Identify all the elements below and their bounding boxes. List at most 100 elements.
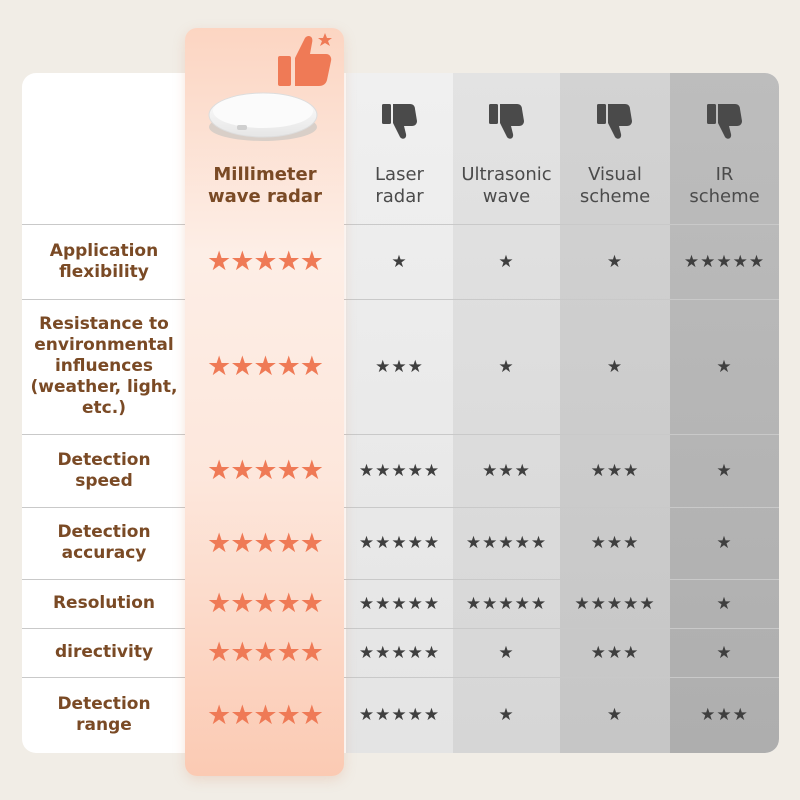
star-rating-5: ★★★★★ [358, 460, 441, 481]
row-divider [22, 434, 779, 435]
star-rating-1: ★ [498, 705, 515, 725]
row-label: Application flexibility [22, 224, 186, 299]
star-rating-3: ★★★ [700, 705, 749, 725]
column-header-4: IR scheme [670, 160, 779, 212]
rating-cell: ★★★★★ [346, 579, 453, 628]
row-divider [22, 628, 779, 629]
rating-cell: ★ [453, 224, 560, 299]
rating-cell: ★ [670, 628, 779, 677]
rating-cell: ★★★ [560, 628, 670, 677]
star-rating-5: ★★★★★ [206, 455, 324, 486]
rating-cell: ★★★★★ [453, 507, 560, 579]
star-rating-3: ★★★ [375, 356, 424, 377]
row-divider [22, 579, 779, 580]
star-rating-1: ★ [606, 705, 624, 725]
row-label-line: speed [75, 470, 133, 491]
rating-cell: ★★★ [346, 299, 453, 434]
star-rating-1: ★ [716, 356, 733, 377]
row-label-line: Detection [57, 522, 151, 542]
star-rating-1: ★ [606, 356, 624, 377]
row-label-line: directivity [54, 642, 154, 662]
row-label-line: Detection [57, 449, 151, 470]
column-header-line: Ultrasonic [461, 164, 552, 185]
row-label-line: range [76, 715, 132, 735]
round-sensor-device-image [208, 92, 318, 141]
row-divider [22, 677, 779, 678]
rating-cell: ★★★★★ [453, 579, 560, 628]
star-rating-5: ★★★★★ [574, 593, 656, 614]
rating-cell: ★★★★★ [346, 434, 453, 507]
row-label-line: (weather, light, [30, 377, 178, 397]
rating-cell: ★★★★★ [186, 579, 344, 628]
row-label: Detection range [22, 677, 186, 753]
rating-cell: ★★★★★ [346, 677, 453, 753]
rating-cell: ★★★★★ [186, 628, 344, 677]
highlight-column [185, 28, 344, 776]
star-rating-3: ★★★ [482, 460, 531, 481]
row-divider [22, 224, 779, 225]
star-rating-5: ★★★★★ [358, 705, 441, 725]
star-rating-5: ★★★★★ [465, 533, 548, 553]
row-label-line: Resistance to [39, 314, 169, 334]
row-label: Detection speed [22, 434, 186, 507]
rating-cell: ★★★★★ [346, 628, 453, 677]
rating-cell: ★★★★★ [346, 507, 453, 579]
rating-cell: ★★★★★ [186, 224, 344, 299]
star-rating-1: ★ [498, 251, 515, 272]
star-rating-5: ★★★★★ [465, 593, 548, 614]
column-bg-ir [670, 73, 779, 753]
column-header-line: Millimeter [213, 164, 317, 185]
rating-cell: ★ [560, 677, 670, 753]
row-label-line: Resolution [52, 593, 156, 613]
star-rating-5: ★★★★★ [358, 593, 441, 614]
rating-cell: ★★★ [560, 507, 670, 579]
column-header-line: IR [715, 164, 734, 185]
rating-cell: ★★★★★ [186, 434, 344, 507]
star-rating-1: ★ [606, 251, 624, 272]
column-header-3: Visual scheme [560, 160, 670, 212]
star-rating-5: ★★★★★ [683, 251, 766, 272]
rating-cell: ★ [453, 628, 560, 677]
column-header-line: Visual [588, 164, 642, 185]
column-header-line: scheme [579, 186, 651, 207]
rating-cell: ★ [670, 299, 779, 434]
column-bg-laser [346, 73, 453, 753]
rating-cell: ★★★★★ [186, 677, 344, 753]
column-bg-visual [560, 73, 670, 753]
column-header-line: wave [482, 186, 531, 207]
star-rating-3: ★★★ [590, 533, 640, 553]
rating-cell: ★★★ [453, 434, 560, 507]
rating-cell: ★★★ [560, 434, 670, 507]
row-label-line: influences [54, 356, 153, 376]
column-header-line: radar [375, 186, 424, 207]
star-rating-5: ★★★★★ [206, 246, 324, 277]
column-header-line: Laser [375, 164, 424, 185]
comparison-card [22, 73, 779, 753]
row-label-line: Application [49, 240, 159, 261]
column-header-1: Laser radar [346, 160, 453, 212]
star-rating-1: ★ [498, 356, 515, 377]
row-label-line: environmental [34, 335, 174, 355]
star-rating-5: ★★★★★ [206, 637, 324, 668]
row-label: directivity [22, 628, 186, 677]
rating-cell: ★★★★★ [560, 579, 670, 628]
rating-cell: ★ [670, 579, 779, 628]
thumbs-down-icon [597, 104, 632, 139]
rating-cell: ★ [453, 677, 560, 753]
rating-cell: ★ [453, 299, 560, 434]
star-rating-3: ★★★ [590, 460, 640, 481]
row-label: Detection accuracy [22, 507, 186, 579]
rating-cell: ★★★★★ [186, 299, 344, 434]
star-rating-5: ★★★★★ [358, 533, 441, 553]
row-divider [22, 299, 779, 300]
star-rating-1: ★ [716, 593, 733, 614]
rating-cell: ★★★★★ [670, 224, 779, 299]
rating-cell: ★ [670, 507, 779, 579]
star-rating-1: ★ [391, 251, 408, 272]
rating-cell: ★★★ [670, 677, 779, 753]
rating-cell: ★ [670, 434, 779, 507]
row-label-line: Detection [57, 694, 151, 714]
row-label-line: accuracy [61, 543, 147, 563]
row-divider [22, 507, 779, 508]
row-label-line: etc.) [82, 398, 126, 418]
